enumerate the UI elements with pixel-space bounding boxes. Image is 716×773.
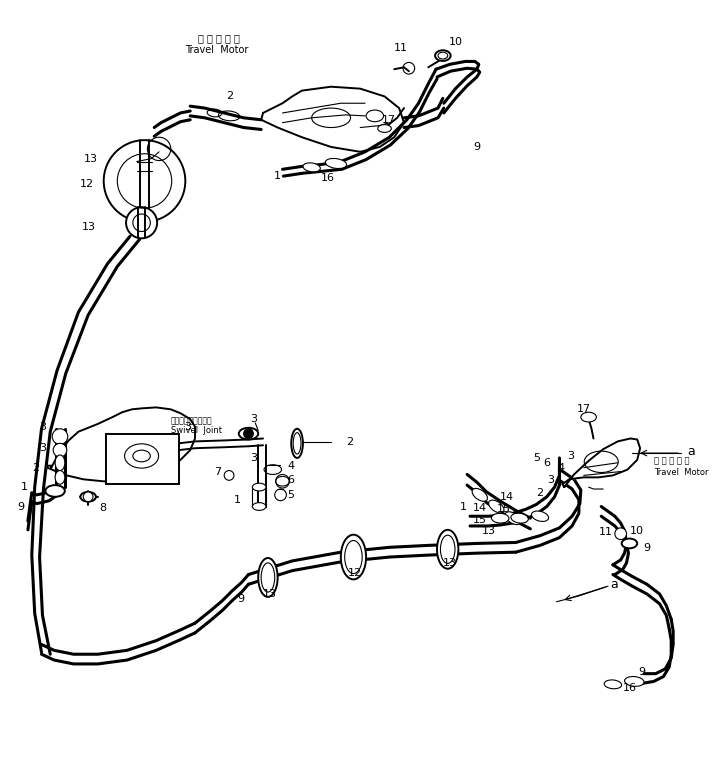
Text: 3: 3 xyxy=(548,475,555,485)
Circle shape xyxy=(243,429,253,438)
Text: 11: 11 xyxy=(394,43,408,53)
Text: 8: 8 xyxy=(100,503,106,513)
Text: 3: 3 xyxy=(39,443,46,453)
Ellipse shape xyxy=(325,158,347,169)
Ellipse shape xyxy=(252,502,266,510)
Text: 10: 10 xyxy=(630,526,644,536)
Text: 3: 3 xyxy=(184,422,190,432)
Ellipse shape xyxy=(258,558,278,597)
Text: 14: 14 xyxy=(473,503,487,513)
Ellipse shape xyxy=(511,513,528,523)
Text: 1: 1 xyxy=(233,495,241,505)
Text: 3: 3 xyxy=(567,451,574,461)
Text: 17: 17 xyxy=(576,404,591,414)
Text: 走 行 モ ー タ: 走 行 モ ー タ xyxy=(198,33,241,43)
Text: 9: 9 xyxy=(639,666,646,676)
Circle shape xyxy=(52,429,68,444)
Ellipse shape xyxy=(291,429,303,458)
Circle shape xyxy=(615,528,626,540)
Text: Travel  Motor: Travel Motor xyxy=(654,468,708,477)
Text: 13: 13 xyxy=(82,222,96,232)
Text: スイベルジョイント: スイベルジョイント xyxy=(170,417,213,425)
Ellipse shape xyxy=(55,455,65,471)
Text: 13: 13 xyxy=(84,154,98,164)
Polygon shape xyxy=(47,407,195,482)
Text: 2: 2 xyxy=(346,438,353,448)
Ellipse shape xyxy=(624,676,644,686)
Text: 9: 9 xyxy=(17,502,24,512)
Text: a: a xyxy=(687,444,695,458)
Text: 17: 17 xyxy=(382,114,396,124)
Ellipse shape xyxy=(252,483,266,491)
Text: 11: 11 xyxy=(599,526,613,536)
Text: 13: 13 xyxy=(482,526,495,536)
Text: 3: 3 xyxy=(250,453,257,463)
Text: Travel  Motor: Travel Motor xyxy=(185,45,248,55)
Text: 13: 13 xyxy=(263,589,277,599)
Text: 2: 2 xyxy=(226,91,233,101)
Text: 1: 1 xyxy=(21,482,28,492)
Text: 16: 16 xyxy=(321,173,335,183)
Ellipse shape xyxy=(491,513,509,523)
Circle shape xyxy=(53,444,67,457)
Ellipse shape xyxy=(378,124,392,132)
Text: 1: 1 xyxy=(460,502,467,512)
Text: 16: 16 xyxy=(622,683,637,693)
Text: 10: 10 xyxy=(448,37,463,47)
Text: 6: 6 xyxy=(543,458,551,468)
Ellipse shape xyxy=(45,485,65,497)
Text: 3: 3 xyxy=(250,414,257,424)
Ellipse shape xyxy=(80,492,96,502)
Text: 15: 15 xyxy=(497,505,511,514)
Circle shape xyxy=(126,207,157,238)
Ellipse shape xyxy=(303,163,320,172)
Text: Swivel  Joint: Swivel Joint xyxy=(170,426,222,435)
Polygon shape xyxy=(261,87,404,152)
Ellipse shape xyxy=(55,471,65,484)
Bar xyxy=(106,434,178,484)
Text: 4: 4 xyxy=(557,463,564,472)
Text: 2: 2 xyxy=(536,488,543,498)
Polygon shape xyxy=(562,438,640,487)
Text: 5: 5 xyxy=(533,453,540,463)
Ellipse shape xyxy=(435,50,450,61)
Ellipse shape xyxy=(505,512,521,525)
Text: 6: 6 xyxy=(287,475,294,485)
Ellipse shape xyxy=(488,500,504,513)
Ellipse shape xyxy=(341,535,366,580)
Text: 走 行 モ ー タ: 走 行 モ ー タ xyxy=(654,456,690,465)
Text: 13: 13 xyxy=(442,558,457,568)
Text: 9: 9 xyxy=(473,142,480,152)
Text: 9: 9 xyxy=(237,594,244,604)
Ellipse shape xyxy=(621,539,637,548)
Ellipse shape xyxy=(472,489,488,501)
Text: 12: 12 xyxy=(80,179,94,189)
Text: 15: 15 xyxy=(473,515,487,525)
Circle shape xyxy=(104,140,185,222)
Text: 14: 14 xyxy=(500,492,514,502)
Ellipse shape xyxy=(437,530,458,569)
Text: 4: 4 xyxy=(287,461,294,471)
Ellipse shape xyxy=(238,427,258,440)
Ellipse shape xyxy=(581,412,596,422)
Text: 12: 12 xyxy=(348,567,362,577)
Text: 3: 3 xyxy=(39,422,46,432)
Text: 2: 2 xyxy=(32,463,39,472)
Text: 5: 5 xyxy=(287,490,294,500)
Text: 7: 7 xyxy=(214,467,221,476)
Text: 9: 9 xyxy=(644,543,650,553)
Circle shape xyxy=(83,492,93,502)
Text: a: a xyxy=(610,577,618,591)
Ellipse shape xyxy=(604,680,621,689)
Ellipse shape xyxy=(531,511,548,522)
Text: 1: 1 xyxy=(274,171,281,181)
